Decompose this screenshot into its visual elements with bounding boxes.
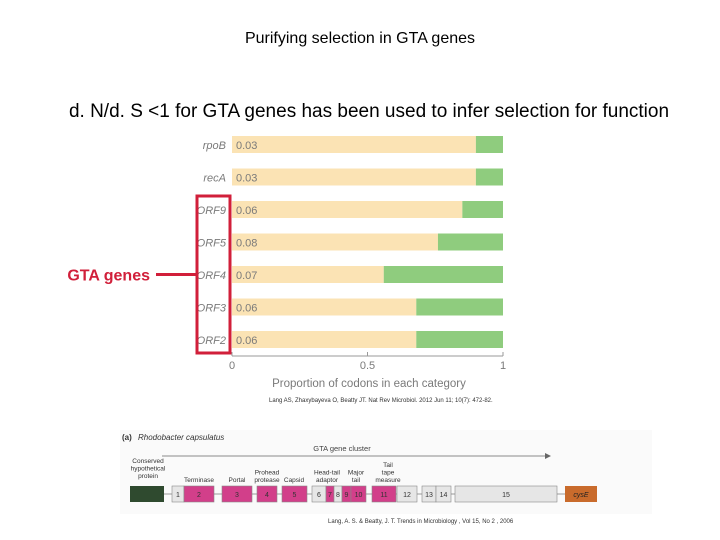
x-axis-label: Proportion of codons in each category [272, 378, 466, 390]
x-tick-label: 0.5 [360, 360, 375, 372]
function-label: measure [375, 477, 401, 484]
gene-number-14: 14 [440, 492, 448, 499]
bar-other-orf5 [437, 233, 503, 251]
x-tick-label: 1 [500, 360, 506, 372]
gene-number-15: 15 [502, 492, 510, 499]
gene-number-11: 11 [380, 492, 387, 499]
cluster-arrow-head [545, 453, 551, 459]
gene-number-5: 5 [293, 492, 297, 499]
category-label: rpoB [203, 140, 226, 152]
left-protein-label: Conserved [132, 458, 164, 465]
gene-cluster-svg: (a) Rhodobacter capsulatus GTA gene cluste… [122, 433, 597, 503]
gene-number-13: 13 [425, 492, 433, 499]
gene-box-10 [350, 485, 367, 503]
function-label: Portal [229, 477, 247, 484]
gene-box-5 [281, 485, 308, 503]
data-label: 0.06 [236, 205, 257, 217]
gene-box-15 [454, 485, 558, 503]
x-tick-label: 0 [229, 360, 235, 372]
gene-number-4: 4 [265, 492, 269, 499]
conserved-protein-box [130, 486, 164, 502]
citation-secondary: Lang, A. S. & Beatty, J. T. Trends in Mi… [328, 519, 514, 525]
bar-purifying-rpob [232, 136, 476, 153]
gene-number-1: 1 [176, 492, 180, 499]
gta-genes-callout: GTA genes [67, 268, 150, 285]
function-label: Terminase [184, 477, 214, 484]
gene-cluster-figure: (a) Rhodobacter capsulatus GTA gene cluste… [120, 430, 652, 514]
gene-box-14 [435, 485, 452, 503]
function-label: adaptor [316, 477, 339, 484]
gene-number-6: 6 [317, 492, 321, 499]
gene-number-2: 2 [197, 492, 201, 499]
gene-number-7: 7 [328, 492, 332, 499]
data-label: 0.07 [236, 270, 257, 282]
cluster-title: GTA gene cluster [313, 444, 371, 453]
cyse-gene-box [565, 486, 597, 502]
bar-purifying-orf2 [232, 331, 417, 348]
function-label: Tail [383, 462, 393, 469]
bar-other-orf3 [416, 298, 503, 316]
slide-subtitle: d. N/d. S <1 for GTA genes has been used… [68, 101, 670, 122]
bar-purifying-reca [232, 168, 476, 186]
left-protein-label: hypothetical [131, 466, 166, 473]
organism-name: Rhodobacter capsulatus [138, 433, 224, 442]
category-label: ORF4 [197, 270, 226, 282]
function-label: tail [352, 477, 361, 484]
category-label: recA [203, 173, 226, 185]
category-label: ORF2 [197, 335, 226, 347]
gene-box-4 [256, 485, 278, 503]
function-label: Major [348, 470, 365, 477]
bar-other-orf2 [416, 331, 503, 348]
gene-number-3: 3 [235, 492, 239, 499]
function-label: Prohead [255, 470, 280, 477]
category-label: ORF5 [197, 238, 227, 250]
function-label: tape [382, 470, 395, 477]
gene-box-12 [396, 485, 418, 503]
bar-other-rpob [475, 136, 503, 153]
data-label: 0.06 [236, 303, 257, 315]
codon-proportion-chart: rpoB 0.03 recA 0.03 ORF9 0.06 ORF5 0.08 ORF4 0.07… [67, 136, 506, 390]
bar-purifying-orf4 [232, 266, 384, 283]
gene-number-9: 9 [345, 492, 349, 499]
gene-number-10: 10 [355, 492, 363, 499]
data-label: 0.08 [236, 238, 257, 250]
cyse-gene-label: cysE [573, 492, 589, 499]
data-label: 0.03 [236, 140, 257, 152]
function-label: Head-tail [314, 470, 341, 477]
citation-primary: Lang AS, Zhaxybayeva O, Beatty JT. Nat R… [269, 398, 493, 404]
gene-box-2 [183, 485, 215, 503]
category-label: ORF3 [197, 303, 227, 315]
bar-other-orf9 [462, 201, 503, 218]
bar-other-orf4 [383, 266, 503, 283]
gene-number-12: 12 [403, 492, 411, 499]
data-label: 0.03 [236, 173, 257, 185]
gene-number-8: 8 [336, 492, 340, 499]
bar-purifying-orf9 [232, 201, 463, 218]
panel-label: (a) [122, 433, 132, 442]
function-label: protease [254, 477, 280, 484]
slide-title: Purifying selection in GTA genes [244, 30, 476, 47]
bar-other-reca [475, 168, 503, 186]
data-label: 0.06 [236, 335, 257, 347]
function-label: Capsid [284, 477, 305, 484]
gene-box-3 [221, 485, 253, 503]
gene-box-11 [371, 485, 397, 503]
bar-purifying-orf3 [232, 298, 417, 316]
bar-purifying-orf5 [232, 233, 438, 251]
left-protein-label: protein [138, 473, 158, 480]
category-label: ORF9 [197, 205, 226, 217]
